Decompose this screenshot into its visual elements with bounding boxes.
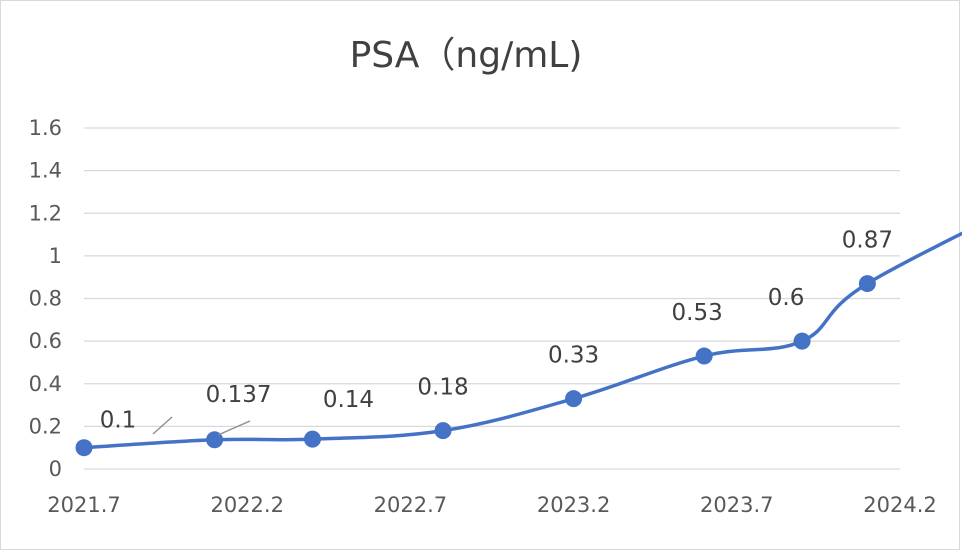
leader-line [217,420,251,436]
y-tick-label: 0 [49,457,62,481]
data-point [793,332,811,350]
x-tick-label: 2021.7 [47,493,120,517]
data-label: 0.33 [548,343,599,369]
chart-title: PSA（ng/mL) [350,35,583,76]
data-point [858,275,876,293]
data-label: 0.87 [842,228,893,254]
leader-line [152,416,173,435]
y-tick-label: 0.8 [29,287,62,311]
data-label: 0.137 [206,382,272,408]
x-tick-label: 2023.7 [700,493,773,517]
y-tick-label: 0.6 [29,329,62,353]
x-tick-label: 2023.2 [537,493,610,517]
x-axis-ticks: 2021.7 2022.2 2022.7 2023.2 2023.7 2024.2 [47,493,936,517]
y-tick-label: 1 [49,244,62,268]
data-label: 0.18 [417,375,468,401]
data-point [565,390,583,408]
series-line [82,231,962,450]
x-tick-label: 2022.2 [210,493,283,517]
y-tick-label: 1.6 [29,116,62,140]
y-tick-label: 0.2 [29,414,62,438]
x-tick-label: 2022.7 [374,493,447,517]
data-point [206,431,224,449]
series-psa [75,231,962,457]
data-point [695,347,713,365]
data-label: 0.53 [672,300,723,326]
data-label: 0.1 [100,408,137,434]
data-label: 0.6 [768,285,805,311]
y-tick-label: 1.2 [29,201,62,225]
gridlines [84,127,900,470]
data-label: 0.14 [323,387,374,413]
data-point [75,439,93,457]
y-tick-label: 0.4 [29,372,62,396]
y-axis-ticks: 0 0.2 0.4 0.6 0.8 1 1.2 1.4 1.6 [29,116,62,481]
x-tick-label: 2024.2 [863,493,936,517]
y-tick-label: 1.4 [29,159,62,183]
data-point [303,430,321,448]
data-point [434,422,452,440]
